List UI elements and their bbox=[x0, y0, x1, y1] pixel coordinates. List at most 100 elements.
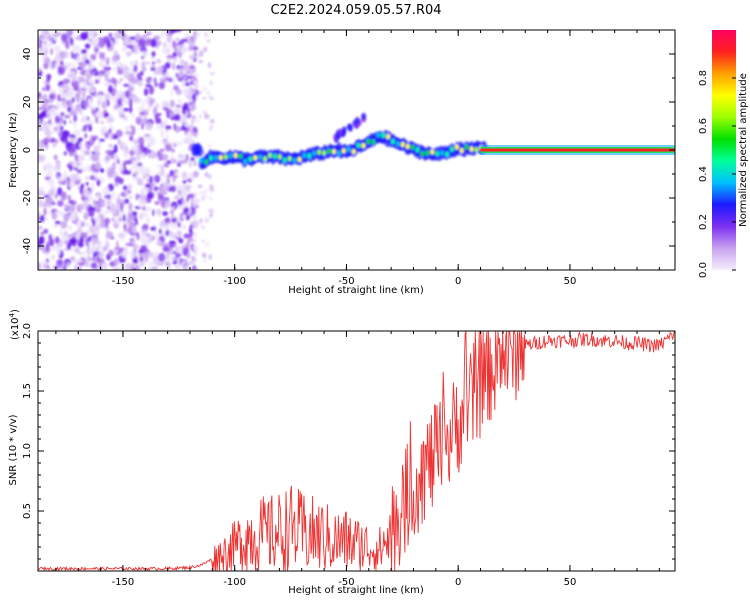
noise-blob bbox=[80, 32, 88, 41]
noise-blob bbox=[64, 114, 71, 119]
noise-blob bbox=[78, 242, 84, 248]
noise-blob bbox=[57, 124, 61, 133]
noise-blob bbox=[117, 69, 124, 75]
noise-blob bbox=[166, 173, 171, 182]
noise-blob bbox=[154, 201, 160, 206]
noise-blob bbox=[165, 125, 172, 130]
ridge-core-blob bbox=[405, 143, 410, 150]
noise-blob bbox=[200, 239, 206, 243]
noise-blob bbox=[118, 165, 124, 172]
noise-blob bbox=[101, 199, 105, 203]
noise-blob bbox=[77, 137, 83, 143]
noise-blob bbox=[161, 153, 169, 161]
noise-blob bbox=[49, 88, 56, 94]
ridge-core-blob bbox=[282, 157, 287, 163]
noise-blob bbox=[193, 170, 199, 178]
noise-blob bbox=[177, 162, 182, 167]
noise-blob bbox=[80, 202, 88, 209]
noise-blob bbox=[53, 45, 61, 52]
noise-blob bbox=[48, 119, 52, 125]
ridge-branch-blob bbox=[337, 128, 343, 136]
noise-blob bbox=[69, 120, 73, 124]
noise-blob bbox=[186, 132, 190, 140]
noise-blob bbox=[168, 77, 173, 83]
noise-blob bbox=[130, 250, 137, 259]
noise-blob bbox=[169, 30, 177, 34]
noise-blob bbox=[122, 162, 126, 168]
noise-blob bbox=[139, 142, 145, 151]
noise-blob bbox=[89, 209, 95, 218]
ridge-core-blob bbox=[297, 156, 302, 163]
noise-blob bbox=[125, 51, 132, 57]
spectrogram-y-tick-label: -40 bbox=[22, 238, 33, 254]
noise-blob bbox=[97, 114, 104, 119]
noise-blob bbox=[100, 168, 105, 173]
noise-blob bbox=[117, 159, 120, 165]
ridge-blob bbox=[196, 144, 203, 157]
noise-blob bbox=[67, 176, 70, 186]
noise-blob bbox=[155, 117, 162, 124]
noise-blob bbox=[96, 70, 104, 75]
noise-blob bbox=[188, 159, 192, 168]
noise-blob bbox=[64, 103, 68, 110]
ridge-core-blob bbox=[390, 138, 395, 144]
ridge-core-blob bbox=[361, 143, 366, 149]
noise-blob bbox=[38, 226, 43, 230]
snr-x-tick-label: -150 bbox=[112, 577, 135, 588]
noise-blob bbox=[39, 231, 45, 236]
noise-blob bbox=[77, 250, 81, 255]
noise-blob bbox=[208, 196, 213, 202]
noise-blob bbox=[113, 182, 119, 187]
noise-blob bbox=[38, 261, 41, 270]
noise-blob bbox=[173, 85, 179, 91]
noise-blob bbox=[188, 89, 196, 95]
noise-blob bbox=[144, 254, 149, 263]
snr-x-tick-label: -100 bbox=[223, 577, 246, 588]
noise-blob bbox=[148, 99, 154, 106]
noise-blob bbox=[195, 198, 200, 205]
noise-blob bbox=[43, 207, 47, 216]
noise-blob bbox=[186, 240, 190, 249]
noise-blob bbox=[56, 259, 64, 266]
noise-blob bbox=[83, 198, 90, 204]
ridge-core-blob bbox=[381, 132, 386, 138]
noise-blob bbox=[82, 49, 87, 53]
spectrogram-y-tick-label: 20 bbox=[22, 96, 33, 109]
noise-blob bbox=[90, 58, 93, 67]
noise-blob bbox=[145, 77, 152, 84]
noise-blob bbox=[157, 188, 160, 193]
noise-blob bbox=[210, 124, 214, 128]
noise-blob bbox=[113, 171, 118, 177]
noise-blob bbox=[152, 104, 159, 108]
noise-blob bbox=[72, 159, 77, 167]
noise-blob bbox=[123, 83, 130, 87]
noise-blob bbox=[74, 265, 77, 270]
noise-blob bbox=[82, 100, 90, 108]
noise-blob bbox=[92, 219, 96, 227]
noise-blob bbox=[63, 151, 68, 156]
noise-blob bbox=[159, 220, 166, 228]
noise-blob bbox=[121, 64, 128, 69]
noise-blob bbox=[109, 131, 113, 141]
noise-blob bbox=[102, 52, 105, 61]
snr-x-axis-label: Height of straight line (km) bbox=[288, 585, 424, 596]
noise-blob bbox=[47, 116, 54, 121]
noise-blob bbox=[163, 218, 170, 223]
noise-blob bbox=[209, 118, 215, 124]
noise-blob bbox=[47, 98, 54, 104]
noise-blob bbox=[131, 226, 137, 235]
noise-blob bbox=[208, 174, 212, 179]
noise-blob bbox=[121, 235, 125, 242]
noise-blob bbox=[165, 76, 169, 81]
noise-blob bbox=[117, 97, 123, 106]
noise-blob bbox=[177, 205, 183, 210]
noise-blob bbox=[146, 191, 155, 199]
snr-series-line bbox=[38, 331, 675, 571]
noise-blob bbox=[161, 30, 165, 36]
noise-blob bbox=[113, 249, 118, 254]
noise-blob bbox=[162, 42, 167, 48]
noise-blob bbox=[116, 209, 120, 218]
noise-blob bbox=[174, 252, 182, 258]
noise-blob bbox=[81, 128, 88, 132]
